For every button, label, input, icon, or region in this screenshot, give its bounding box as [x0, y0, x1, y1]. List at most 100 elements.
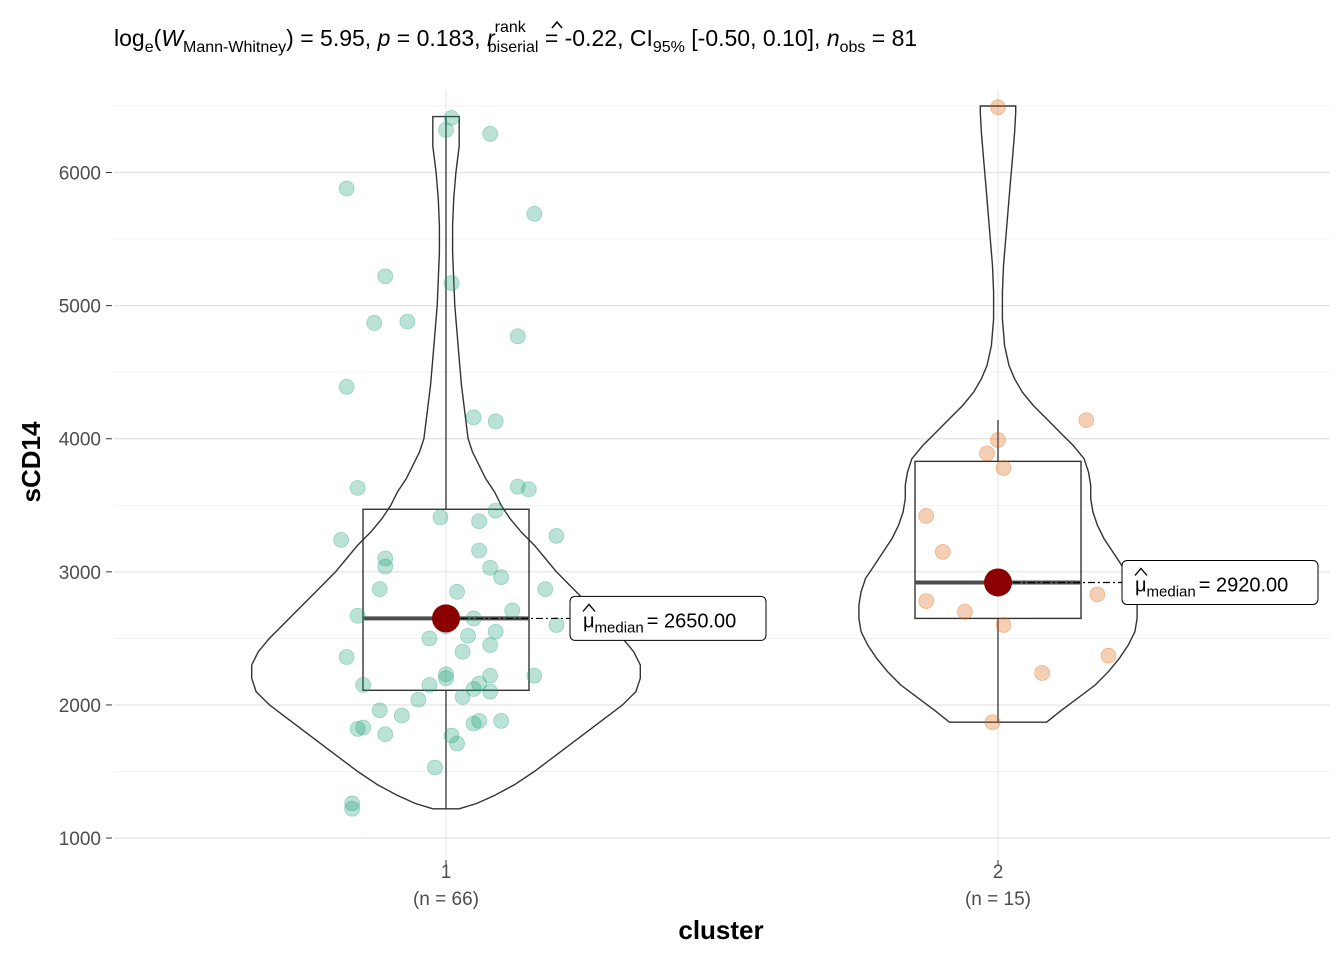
x-axis: 1 (n = 66) 2 (n = 15): [413, 860, 1031, 910]
data-point-1: [465, 409, 482, 426]
chart-title: loge(WMann-Whitney) = 5.95, p = 0.183, r…: [114, 19, 917, 56]
data-point-1: [399, 313, 416, 330]
data-point-1: [493, 713, 510, 729]
data-point-1: [438, 670, 454, 687]
data-point-1: [371, 702, 388, 719]
median-label-2: μmedian = 2920.00: [1135, 574, 1288, 600]
data-point-1: [471, 542, 488, 559]
y-axis: 1000 2000 3000 4000 5000 6000: [59, 164, 112, 850]
y-tick-label: 3000: [59, 563, 101, 584]
data-point-1: [482, 683, 499, 700]
data-point-1: [471, 713, 488, 729]
data-point-1: [487, 623, 504, 640]
mu-hat-1: [582, 603, 596, 612]
data-point-1: [344, 800, 361, 817]
x-n-label-1: (n = 66): [413, 889, 479, 910]
y-tick-label: 1000: [59, 829, 101, 850]
data-point-1: [487, 413, 504, 430]
data-point-2: [1089, 586, 1106, 603]
data-point-1: [548, 617, 565, 633]
x-tick-label-1: 1: [441, 862, 452, 883]
x-n-label-2: (n = 15): [965, 889, 1031, 910]
x-axis-title: cluster: [678, 915, 763, 945]
median-dot-1: [432, 604, 460, 633]
data-point-1: [520, 481, 537, 498]
data-point-1: [377, 550, 394, 567]
median-label-box-2: [1121, 559, 1319, 605]
data-point-2: [995, 460, 1012, 476]
median-markers: μmedian = 2650.00 μmedian = 2920.00: [432, 559, 1319, 641]
data-point-1: [482, 126, 499, 142]
y-tick-label: 6000: [59, 164, 101, 185]
data-point-1: [487, 502, 504, 519]
data-point-2: [979, 445, 995, 462]
grid: [114, 90, 1330, 858]
data-point-1: [344, 795, 361, 812]
data-point-1: [443, 275, 460, 291]
data-point-2: [956, 603, 973, 620]
data-point-1: [465, 681, 482, 697]
violins: [251, 105, 1138, 810]
data-point-1: [526, 205, 543, 222]
data-point-1: [548, 527, 565, 544]
data-point-1: [449, 583, 465, 600]
data-point-2: [918, 508, 935, 524]
data-point-1: [421, 677, 438, 693]
r-hat: [551, 20, 563, 29]
data-point-1: [526, 667, 543, 684]
data-point-1: [432, 509, 449, 526]
data-point-1: [438, 666, 454, 683]
data-point-1: [393, 707, 410, 724]
data-point-2: [995, 617, 1012, 633]
data-point-1: [460, 627, 476, 644]
violin-2: [858, 105, 1138, 723]
data-point-2: [1078, 412, 1095, 428]
data-point-2: [934, 543, 951, 560]
median-dot-2: [984, 568, 1012, 597]
data-point-1: [509, 328, 526, 345]
data-point-1: [366, 315, 383, 331]
data-point-2: [918, 593, 935, 610]
data-point-1: [333, 531, 350, 548]
data-point-1: [355, 677, 372, 693]
data-point-1: [338, 649, 355, 665]
data-point-1: [377, 558, 394, 575]
data-point-1: [482, 559, 499, 576]
data-point-1: [471, 675, 488, 692]
data-point-1: [438, 122, 454, 138]
data-point-1: [537, 581, 554, 598]
data-point-1: [443, 727, 460, 744]
data-point-1: [465, 715, 482, 732]
data-point-1: [504, 602, 521, 619]
data-point-1: [482, 637, 499, 653]
data-point-1: [454, 643, 471, 660]
data-point-1: [449, 735, 465, 752]
y-tick-label: 4000: [59, 430, 101, 451]
y-tick-label: 5000: [59, 297, 101, 318]
data-point-2: [1034, 665, 1051, 681]
data-point-1: [349, 607, 366, 624]
box-1: [362, 508, 530, 691]
data-points: [333, 99, 1117, 817]
data-point-1: [410, 691, 427, 708]
data-point-2: [990, 99, 1006, 116]
data-point-2: [984, 714, 1001, 731]
mu-hat-2: [1134, 567, 1148, 576]
data-point-1: [338, 378, 355, 395]
data-point-1: [482, 667, 499, 684]
data-point-2: [1100, 647, 1117, 664]
y-axis-title: sCD14: [16, 421, 46, 502]
data-point-1: [371, 581, 388, 598]
y-tick-label: 2000: [59, 696, 101, 717]
data-point-2: [990, 432, 1006, 448]
data-point-1: [377, 268, 394, 285]
data-point-1: [421, 630, 438, 647]
box-2: [914, 460, 1082, 620]
data-point-1: [454, 689, 471, 705]
data-point-1: [355, 719, 372, 736]
data-point-1: [427, 759, 443, 776]
median-label-1: μmedian = 2650.00: [583, 610, 736, 636]
data-point-1: [338, 180, 355, 197]
data-point-1: [509, 478, 526, 495]
